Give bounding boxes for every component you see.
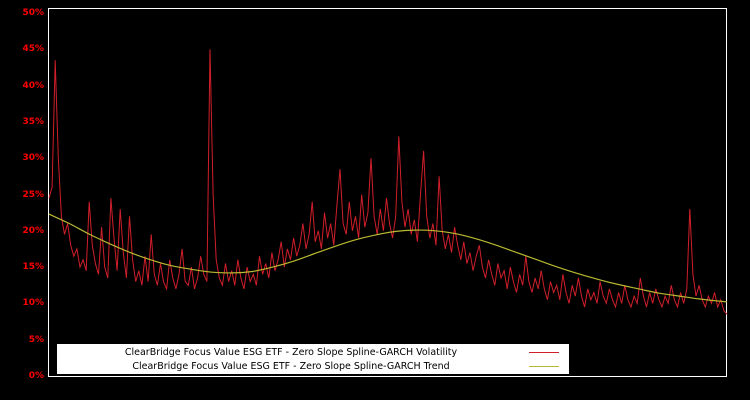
y-axis-tick-label: 30%	[22, 153, 44, 164]
y-axis-tick-label: 5%	[28, 334, 44, 345]
y-axis-tick-label: 0%	[28, 371, 44, 381]
y-axis: 0% 5% 10% 15% 20% 25% 30% 35% 40% 45% 50%	[0, 0, 46, 400]
y-axis-tick-label: 20%	[22, 225, 44, 236]
y-axis-tick-label: 50%	[22, 8, 44, 18]
plot-area	[48, 8, 727, 377]
legend-label-trend: ClearBridge Focus Value ESG ETF - Zero S…	[132, 360, 450, 372]
y-axis-tick-label: 45%	[22, 44, 44, 55]
y-axis-tick-label: 40%	[22, 80, 44, 91]
volatility-line-sample-icon	[529, 352, 559, 353]
legend-label-volatility: ClearBridge Focus Value ESG ETF - Zero S…	[124, 346, 458, 358]
trend-line	[48, 213, 728, 303]
volatility-line	[48, 49, 728, 315]
y-axis-tick-label: 25%	[22, 189, 44, 200]
y-axis-tick-label: 35%	[22, 116, 44, 127]
y-axis-tick-label: 10%	[22, 298, 44, 309]
legend-entry-volatility: ClearBridge Focus Value ESG ETF - Zero S…	[57, 345, 569, 359]
legend: ClearBridge Focus Value ESG ETF - Zero S…	[57, 344, 569, 374]
legend-entry-trend: ClearBridge Focus Value ESG ETF - Zero S…	[57, 359, 569, 373]
trend-line-sample-icon	[529, 366, 559, 367]
y-axis-tick-label: 15%	[22, 262, 44, 273]
